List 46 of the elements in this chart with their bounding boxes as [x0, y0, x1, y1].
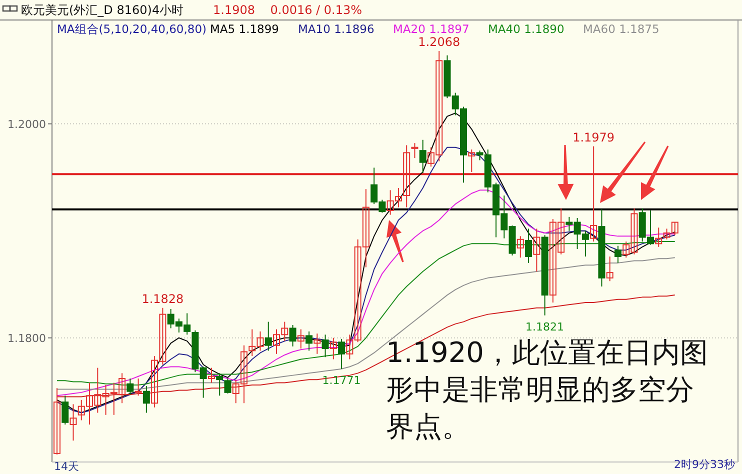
- candlestick: [411, 142, 418, 159]
- chart-title: 欧元美元(外汇_D 8160)4小时: [21, 3, 184, 17]
- y-tick-label: 1.2000: [8, 118, 46, 131]
- text: MA60 1.1875: [583, 22, 660, 36]
- candlestick: [403, 144, 410, 208]
- annotation: 2时9分33秒: [674, 458, 735, 471]
- annotation: 1.1821: [526, 320, 564, 334]
- candlestick: [590, 146, 598, 242]
- candlestick: [468, 148, 476, 172]
- annotation: 1.1979: [572, 130, 615, 144]
- y-tick-label: 1.1800: [8, 332, 46, 345]
- annotation: 1.1828: [142, 292, 184, 306]
- candlestick: [70, 404, 77, 442]
- annotation: 1.2068: [418, 35, 460, 50]
- candlestick: [54, 388, 60, 456]
- candlestick: [614, 245, 622, 264]
- candlestick: [516, 236, 524, 258]
- annotation: 14天: [54, 460, 79, 473]
- candlestick: [322, 334, 329, 358]
- candlestick: [62, 395, 69, 426]
- candlestick: [338, 338, 346, 370]
- annotation: 1.1920，此位置在日内图形中是非常明显的多空分界点。: [386, 336, 708, 443]
- candlestick: [314, 333, 321, 354]
- candlestick: [224, 378, 232, 394]
- chart-subtitle: 1.1908 0.0016 / 0.13%: [213, 3, 362, 17]
- text: MA40 1.1890: [488, 22, 564, 36]
- candlestick: [306, 330, 313, 352]
- candlestick: [289, 324, 296, 347]
- candlestick: [297, 328, 304, 350]
- candlestick: [655, 227, 662, 248]
- annotation: 1.1771: [322, 374, 361, 387]
- candlestick: [216, 372, 224, 396]
- candlestick: [533, 228, 540, 272]
- candlestick: [208, 367, 215, 384]
- text: MA5 1.1899: [210, 22, 279, 36]
- candlestick: [126, 378, 134, 396]
- candlestick: [525, 228, 532, 264]
- candlestick: [606, 256, 614, 282]
- candlestick: [142, 386, 150, 414]
- legend-title: MA组合(5,10,20,40,60,80): [57, 22, 207, 36]
- candlestick: [264, 321, 272, 352]
- candlestick: [330, 337, 337, 360]
- candlestick: [134, 378, 142, 396]
- text: MA20 1.1897: [393, 22, 470, 36]
- candlestick: [419, 139, 426, 174]
- text: MA10 1.1896: [298, 22, 374, 36]
